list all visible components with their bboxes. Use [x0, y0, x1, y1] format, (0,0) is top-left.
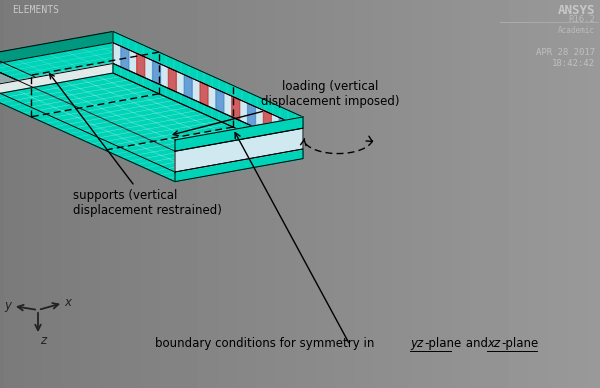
Polygon shape: [0, 87, 175, 182]
Text: yz: yz: [410, 337, 423, 350]
Text: ELEMENTS: ELEMENTS: [12, 5, 59, 15]
Polygon shape: [216, 89, 224, 113]
Text: boundary conditions for symmetry in: boundary conditions for symmetry in: [155, 337, 378, 350]
Polygon shape: [0, 73, 303, 182]
Polygon shape: [137, 53, 145, 78]
Polygon shape: [0, 66, 175, 172]
Polygon shape: [0, 43, 113, 87]
Text: supports (vertical
displacement restrained): supports (vertical displacement restrain…: [50, 74, 222, 217]
Polygon shape: [263, 110, 271, 135]
Text: -plane: -plane: [501, 337, 538, 350]
Text: and: and: [462, 337, 492, 350]
Text: APR 28 2017: APR 28 2017: [536, 48, 595, 57]
Text: 18:42:42: 18:42:42: [552, 59, 595, 68]
Polygon shape: [175, 117, 303, 151]
Text: y: y: [5, 298, 11, 312]
Text: Academic: Academic: [558, 26, 595, 35]
Text: xz: xz: [487, 337, 500, 350]
Polygon shape: [0, 64, 303, 172]
Polygon shape: [113, 31, 303, 128]
Polygon shape: [113, 64, 303, 159]
Polygon shape: [121, 46, 129, 71]
Polygon shape: [0, 64, 113, 96]
Polygon shape: [0, 54, 175, 151]
Polygon shape: [113, 43, 303, 149]
Text: -plane: -plane: [424, 337, 461, 350]
Polygon shape: [169, 68, 176, 92]
Text: R16.2: R16.2: [568, 15, 595, 24]
Polygon shape: [175, 128, 303, 172]
Text: ANSYS: ANSYS: [557, 4, 595, 17]
Polygon shape: [184, 75, 192, 99]
Polygon shape: [0, 31, 113, 66]
Text: loading (vertical
displacement imposed): loading (vertical displacement imposed): [173, 80, 399, 135]
Polygon shape: [248, 103, 256, 128]
Text: z: z: [40, 334, 46, 346]
Polygon shape: [152, 61, 161, 85]
Polygon shape: [200, 82, 208, 106]
Polygon shape: [279, 118, 287, 142]
Polygon shape: [0, 43, 303, 151]
Polygon shape: [175, 149, 303, 182]
Polygon shape: [232, 96, 239, 120]
Text: x: x: [65, 296, 71, 308]
Polygon shape: [295, 125, 303, 149]
